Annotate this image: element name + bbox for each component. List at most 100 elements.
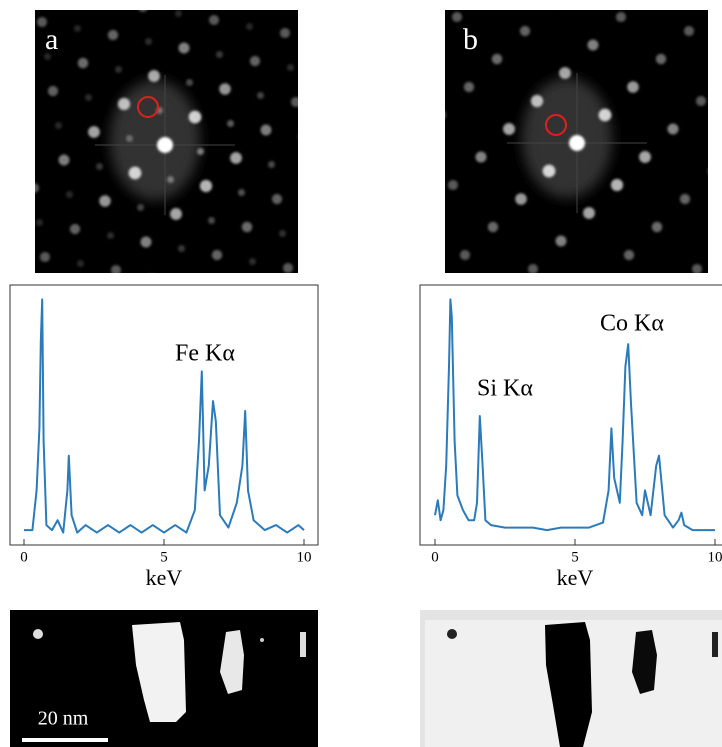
spot bbox=[148, 273, 155, 280]
spot bbox=[305, 401, 315, 411]
spot bbox=[406, 386, 416, 396]
x-tick-label: 5 bbox=[571, 549, 579, 565]
spot bbox=[475, 151, 487, 163]
spot bbox=[447, 179, 459, 191]
spot bbox=[324, 304, 334, 314]
spot bbox=[309, 202, 316, 209]
x-tick-label: 0 bbox=[431, 549, 439, 565]
spot bbox=[178, 42, 190, 54]
spot bbox=[279, 230, 286, 237]
spot bbox=[302, 166, 312, 176]
spot bbox=[6, 247, 13, 254]
panel-label: a bbox=[45, 23, 58, 56]
spot bbox=[373, 179, 383, 189]
spot bbox=[62, 390, 72, 400]
spot bbox=[356, 26, 366, 36]
spot bbox=[422, 54, 432, 64]
spot bbox=[466, 330, 476, 340]
spot bbox=[402, 353, 409, 360]
spot bbox=[129, 370, 136, 377]
spot bbox=[47, 288, 54, 295]
spot bbox=[145, 38, 152, 45]
spot bbox=[404, 306, 414, 316]
spot bbox=[44, 53, 51, 60]
spot bbox=[351, 41, 361, 51]
spot bbox=[408, 138, 418, 148]
spot bbox=[384, 0, 394, 8]
spot bbox=[365, 345, 375, 355]
spot bbox=[58, 357, 65, 364]
spot bbox=[540, 334, 550, 344]
spot bbox=[216, 51, 223, 58]
spot bbox=[342, 409, 349, 416]
spot bbox=[425, 289, 435, 299]
spot bbox=[0, 211, 9, 221]
spot bbox=[512, 362, 522, 372]
spot bbox=[81, 293, 91, 303]
spot bbox=[392, 236, 402, 246]
spot bbox=[163, 375, 173, 385]
x-tick-label: 10 bbox=[708, 549, 722, 565]
spot bbox=[660, 460, 670, 470]
spot bbox=[610, 178, 624, 192]
spot bbox=[3, 12, 10, 19]
spot bbox=[301, 368, 308, 375]
spot bbox=[664, 292, 674, 302]
spot bbox=[340, 124, 350, 134]
spot bbox=[271, 396, 278, 403]
spot bbox=[332, 138, 342, 148]
spectrum-line bbox=[24, 298, 305, 534]
spot bbox=[7, 45, 17, 55]
spot bbox=[174, 444, 184, 454]
spot bbox=[491, 53, 503, 65]
spot bbox=[676, 362, 686, 372]
spot bbox=[219, 83, 231, 95]
spot bbox=[167, 176, 174, 183]
spot bbox=[118, 301, 125, 308]
spot bbox=[128, 166, 142, 180]
spot bbox=[352, 194, 362, 204]
spot bbox=[39, 251, 51, 263]
spot bbox=[0, 178, 2, 185]
spot bbox=[88, 126, 100, 138]
spot bbox=[695, 95, 707, 107]
spot bbox=[596, 278, 606, 288]
spot bbox=[36, 16, 48, 28]
spot bbox=[219, 286, 226, 293]
spot bbox=[133, 403, 143, 413]
spot bbox=[353, 478, 360, 485]
spot bbox=[339, 174, 346, 181]
spot bbox=[361, 312, 368, 319]
spot bbox=[691, 263, 703, 273]
spot bbox=[384, 248, 394, 258]
spot bbox=[503, 338, 510, 345]
spot bbox=[77, 260, 84, 267]
spot bbox=[275, 429, 285, 439]
spot bbox=[51, 321, 61, 331]
spot bbox=[293, 534, 300, 541]
spot bbox=[223, 319, 233, 329]
spot bbox=[459, 249, 471, 261]
spot bbox=[264, 360, 274, 370]
spot bbox=[564, 474, 574, 484]
spot bbox=[316, 470, 326, 480]
spot bbox=[413, 422, 420, 429]
spot bbox=[350, 243, 357, 250]
spot bbox=[587, 39, 599, 51]
spot bbox=[159, 342, 166, 349]
spot bbox=[399, 118, 406, 125]
spot bbox=[320, 271, 327, 278]
spot bbox=[519, 25, 531, 37]
spot bbox=[421, 256, 428, 263]
spot bbox=[354, 276, 364, 286]
spot bbox=[321, 69, 331, 79]
spot bbox=[331, 340, 338, 347]
panel-label: b bbox=[463, 23, 478, 56]
spot bbox=[358, 77, 365, 84]
spot bbox=[429, 90, 436, 97]
spot bbox=[524, 432, 534, 442]
annotation: Si Kα bbox=[477, 376, 533, 402]
spot bbox=[21, 349, 31, 359]
spectrum-line bbox=[434, 298, 715, 532]
